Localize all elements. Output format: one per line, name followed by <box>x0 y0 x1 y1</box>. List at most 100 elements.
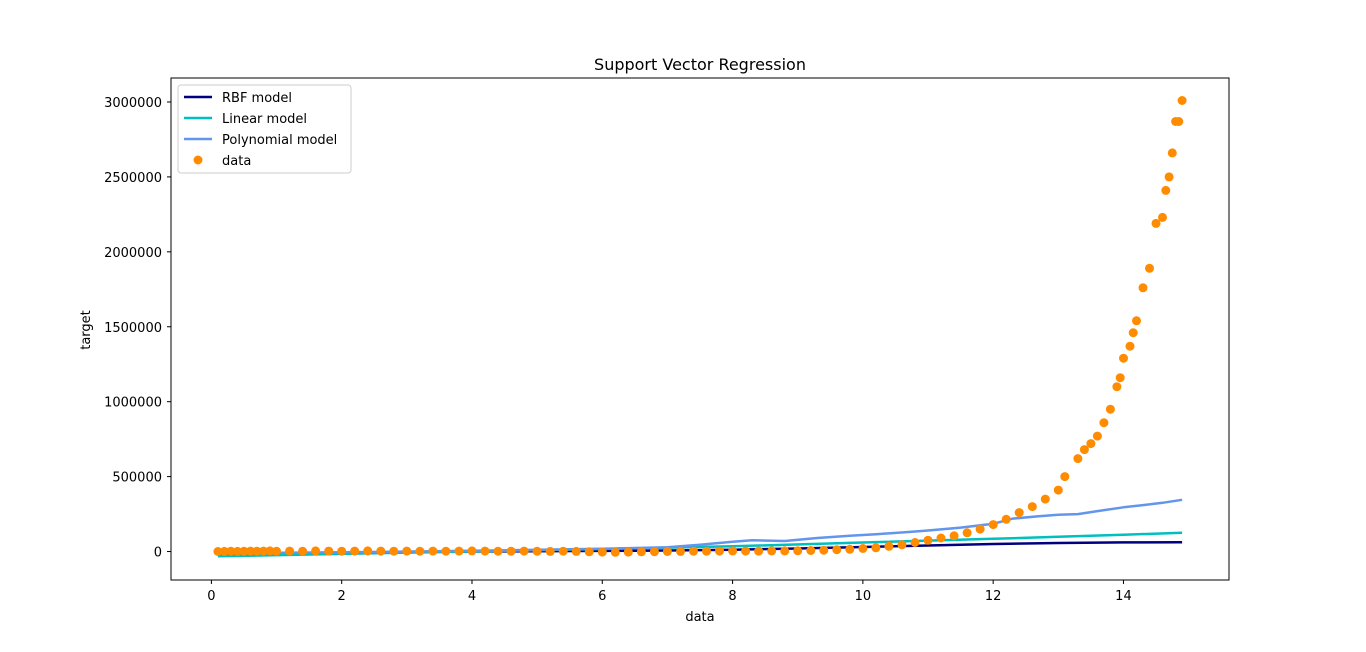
y-tick-label: 500000 <box>112 471 162 486</box>
data-point <box>454 546 464 556</box>
data-point <box>832 545 842 555</box>
x-axis-label: data <box>685 610 714 625</box>
data-point <box>1145 263 1154 273</box>
data-point <box>1151 218 1161 228</box>
data-point <box>767 546 777 556</box>
data-point <box>754 546 764 556</box>
data-point <box>246 546 255 556</box>
legend-swatch-3 <box>193 155 203 165</box>
data-point <box>239 546 249 556</box>
data-point <box>389 546 399 556</box>
data-point <box>676 546 685 556</box>
data-point <box>649 547 659 557</box>
chart-title: Support Vector Regression <box>594 55 806 74</box>
x-tick-label: 8 <box>728 589 736 604</box>
data-point <box>1174 117 1184 126</box>
data-point <box>689 546 698 556</box>
x-tick-label: 4 <box>468 589 476 604</box>
x-tick-label: 14 <box>1115 589 1132 604</box>
data-point <box>936 533 946 543</box>
data-point <box>545 546 555 556</box>
data-point <box>949 531 959 541</box>
data-point <box>1138 283 1148 293</box>
data-point <box>402 546 412 556</box>
plot-frame <box>170 77 1230 581</box>
y-axis: 0 500000 1000000 1500000 2000000 2500000 30000… <box>104 96 171 561</box>
data-point <box>558 546 568 556</box>
data-point <box>350 546 360 556</box>
data-point <box>467 546 477 556</box>
y-tick-label: 0 <box>154 546 162 561</box>
data-point <box>1073 454 1083 464</box>
data-point <box>1027 502 1037 512</box>
data-point <box>1060 472 1070 482</box>
x-tick-label: 12 <box>985 589 1002 604</box>
data-point <box>363 546 373 556</box>
data-point <box>636 547 646 557</box>
data-point <box>584 547 594 557</box>
y-tick-label: 1500000 <box>104 321 162 336</box>
legend: RBF model Linear model Polynomial model dat… <box>177 84 352 174</box>
data-point <box>441 546 451 556</box>
data-point <box>962 528 972 538</box>
data-point <box>1128 328 1138 338</box>
data-point <box>376 546 386 556</box>
y-tick-label: 3000000 <box>104 96 162 111</box>
data-point <box>923 535 933 545</box>
data-point <box>324 546 334 556</box>
data-point <box>219 546 229 556</box>
legend-label-3: data <box>222 154 251 169</box>
legend-label-1: Linear model <box>222 112 307 127</box>
data-point <box>1112 382 1122 392</box>
y-axis-label: target <box>79 310 94 350</box>
data-point <box>226 546 236 556</box>
data-point <box>1092 431 1102 441</box>
legend-box <box>177 84 352 174</box>
x-axis: 0 2 4 6 8 10 12 14 <box>207 580 1132 604</box>
data-point <box>702 546 711 556</box>
data-point <box>272 546 281 556</box>
data-point <box>506 546 516 556</box>
data-point <box>728 546 738 556</box>
data-point <box>1132 316 1141 326</box>
data-point <box>1001 514 1011 524</box>
data-point <box>1099 418 1109 428</box>
data-point <box>1014 508 1024 518</box>
data-point <box>259 546 268 556</box>
x-tick-label: 0 <box>207 589 215 604</box>
plot-marks <box>213 96 1187 558</box>
data-point <box>610 547 620 557</box>
data-point <box>793 546 803 556</box>
data-point <box>252 546 262 556</box>
data-point <box>1053 485 1063 495</box>
data-point <box>532 546 542 556</box>
x-tick-label: 10 <box>855 589 872 604</box>
data-point <box>233 546 242 556</box>
data-point <box>715 546 724 556</box>
data-point <box>871 543 881 553</box>
legend-label-2: Polynomial model <box>222 133 337 148</box>
data-point <box>806 546 816 555</box>
data-point <box>1164 172 1174 182</box>
data-point <box>1119 353 1128 363</box>
data-point <box>1115 373 1125 383</box>
data-point <box>1105 404 1115 414</box>
data-point <box>597 547 607 557</box>
data-point <box>311 546 321 556</box>
data-point <box>819 545 829 555</box>
data-point <box>884 541 894 551</box>
data-point <box>415 546 425 556</box>
data-point <box>519 546 529 556</box>
data-point <box>975 524 985 534</box>
x-tick-label: 2 <box>338 589 346 604</box>
data-point <box>1161 185 1171 195</box>
data-point <box>571 546 581 556</box>
data-point <box>988 520 998 530</box>
data-point <box>858 544 868 553</box>
data-point <box>1125 341 1135 351</box>
legend-label-0: RBF model <box>222 91 292 106</box>
data-point <box>213 547 223 556</box>
data-point <box>298 546 308 556</box>
y-tick-label: 2000000 <box>104 246 162 261</box>
